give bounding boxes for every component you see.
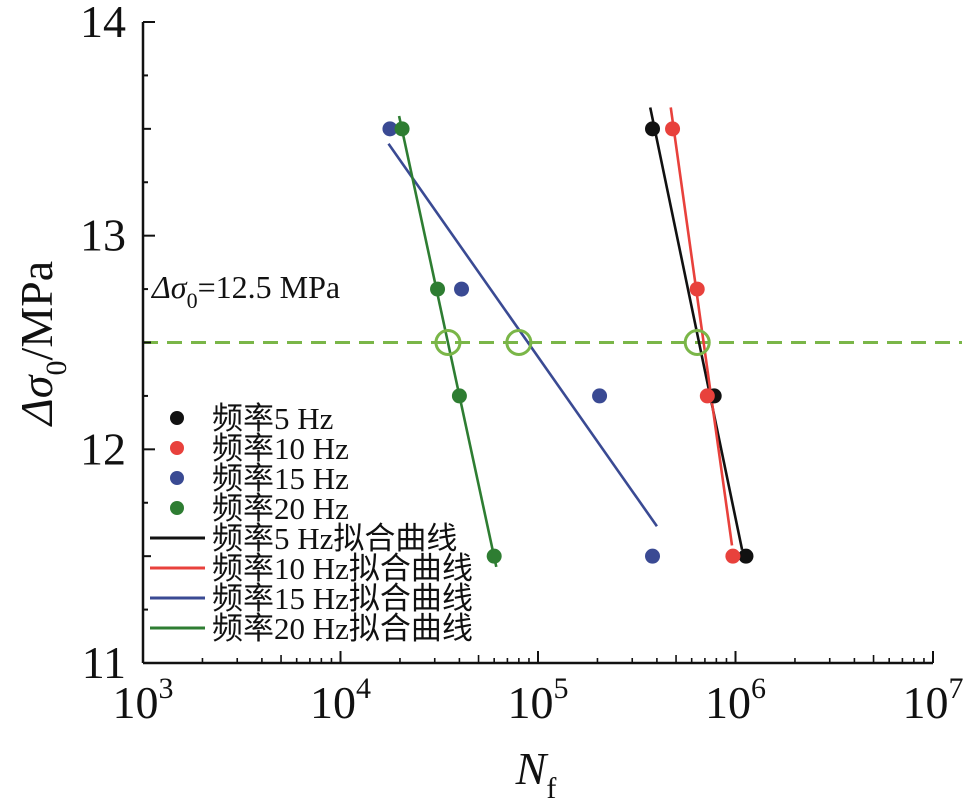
legend-marker-2: [170, 471, 184, 485]
data-point-series-3-3: [486, 548, 502, 564]
data-points-layer: [382, 121, 754, 564]
y-tick-label: 14: [80, 0, 126, 47]
data-point-series-2-2: [592, 388, 608, 404]
legend-label-1: 频率10 Hz: [212, 431, 349, 466]
x-tick-label: 105: [508, 672, 569, 728]
data-point-series-0-0: [645, 121, 661, 137]
intersection-marker-0: [434, 329, 462, 356]
x-tick-label: 103: [113, 672, 174, 728]
legend-label-2: 频率15 Hz: [212, 461, 349, 496]
fit-line-series-1: [669, 107, 734, 546]
reference-label-value: =12.5 MPa: [198, 269, 341, 305]
x-axis-label-subscript: f: [546, 772, 556, 805]
data-point-series-0-2: [738, 548, 754, 564]
y-axis-label-subscript: 0: [40, 361, 73, 376]
intersection-marker-2: [683, 329, 711, 356]
reference-label: Δσ0=12.5 MPa: [150, 269, 340, 313]
legend-marker-3: [170, 501, 184, 515]
legend-label-0: 频率5 Hz: [212, 401, 333, 436]
x-tick-base: 10: [508, 677, 554, 728]
legend-fit-label-0: 频率5 Hz拟合曲线: [212, 521, 457, 556]
x-tick-base: 10: [705, 677, 751, 728]
reference-label-main: Δσ: [150, 269, 188, 305]
x-tick-exponent: 4: [356, 672, 371, 705]
x-tick-base: 10: [310, 677, 356, 728]
x-tick-exponent: 5: [554, 672, 569, 705]
legend-fit-label-1: 频率10 Hz拟合曲线: [212, 551, 473, 586]
fit-line-series-3: [397, 115, 498, 568]
x-tick-exponent: 6: [751, 672, 766, 705]
y-axis-label-unit: /MPa: [11, 261, 62, 361]
legend-marker-0: [170, 411, 184, 425]
reference-label-subscript: 0: [187, 288, 198, 313]
data-point-series-3-1: [430, 281, 446, 297]
legend-fit-label-3: 频率20 Hz拟合曲线: [212, 611, 473, 646]
fit-line-series-0: [648, 107, 744, 551]
legend-label-3: 频率20 Hz: [212, 491, 349, 526]
fit-line-series-2: [387, 143, 658, 528]
x-axis-label: Nf: [515, 743, 557, 805]
fit-lines-layer: [387, 107, 744, 568]
data-point-series-3-0: [394, 121, 410, 137]
y-axis-label-main: Δσ: [11, 373, 62, 427]
x-tick-label: 106: [705, 672, 766, 728]
y-tick-label: 12: [80, 423, 126, 474]
data-point-series-1-3: [725, 548, 741, 564]
y-axis-label: Δσ0/MPa: [11, 261, 73, 427]
data-point-series-1-0: [665, 121, 681, 137]
data-point-series-2-1: [454, 281, 470, 297]
y-tick-label: 11: [82, 637, 126, 688]
legend-marker-1: [170, 441, 184, 455]
x-tick-label: 107: [903, 672, 964, 728]
legend-fit-label-2: 频率15 Hz拟合曲线: [212, 581, 473, 616]
x-tick-exponent: 7: [949, 672, 964, 705]
data-point-series-3-2: [451, 388, 467, 404]
x-tick-base: 10: [113, 677, 159, 728]
data-point-series-2-0: [382, 121, 398, 137]
data-point-series-1-1: [689, 281, 705, 297]
intersection-marker-1: [505, 329, 533, 356]
x-tick-exponent: 3: [159, 672, 174, 705]
x-tick-base: 10: [903, 677, 949, 728]
x-axis-label-main: N: [515, 743, 549, 794]
x-tick-label: 104: [310, 672, 371, 728]
data-point-series-1-2: [699, 388, 715, 404]
y-tick-label: 13: [80, 210, 126, 261]
data-point-series-2-3: [645, 548, 661, 564]
